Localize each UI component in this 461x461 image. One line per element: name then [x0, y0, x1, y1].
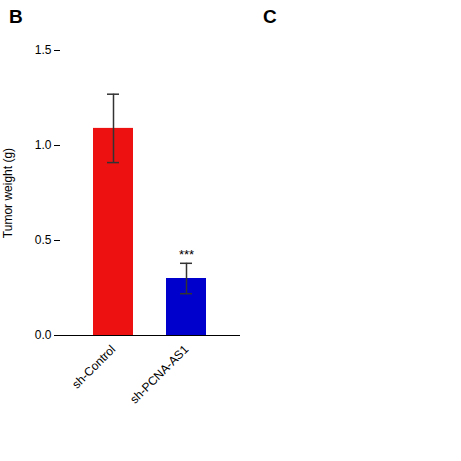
svg-text:Tumor weight (g): Tumor weight (g) [1, 148, 15, 238]
svg-text:0.0: 0.0 [35, 328, 52, 342]
svg-text:sh-Control: sh-Control [69, 342, 118, 391]
svg-text:0.5: 0.5 [35, 233, 52, 247]
html-text:C: C [263, 6, 277, 27]
svg-text:***: *** [179, 247, 194, 262]
svg-text:1.5: 1.5 [35, 43, 52, 57]
svg-text:1.0: 1.0 [35, 138, 52, 152]
html-text:B: B [9, 6, 23, 27]
svg-text:sh-PCNA-AS1: sh-PCNA-AS1 [127, 342, 191, 406]
